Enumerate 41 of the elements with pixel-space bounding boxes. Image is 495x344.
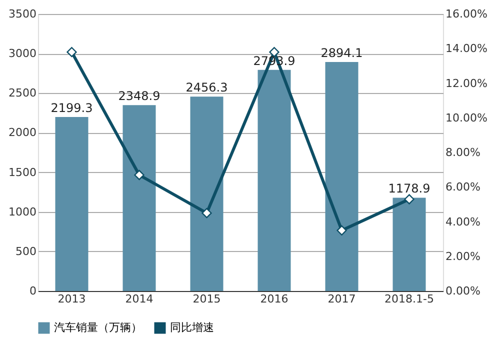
- data-label: 2456.3: [186, 80, 228, 95]
- x-tick-label: 2017: [328, 292, 356, 306]
- x-tick-label: 2016: [260, 292, 288, 306]
- x-tick-label: 2018.1-5: [384, 292, 434, 306]
- bar: [55, 116, 88, 291]
- point: [404, 194, 414, 204]
- y-tick-label: 3000: [8, 47, 36, 60]
- data-label: 1178.9: [388, 182, 430, 196]
- y-tick-label: 2000: [8, 126, 36, 140]
- point: [336, 225, 347, 236]
- x-tick-label: 2015: [192, 292, 221, 306]
- y2-tick-label: 16.00%: [446, 8, 488, 20]
- y-tick-label: 0: [30, 284, 36, 298]
- point: [202, 208, 212, 218]
- data-label: 2348.9: [118, 89, 160, 104]
- point: [66, 47, 77, 58]
- y-tick-label: 1000: [8, 205, 36, 218]
- y-tick-label: 2500: [8, 86, 36, 100]
- legend-label: 汽车销量（万辆）: [54, 321, 142, 334]
- y2-tick-label: 14.00%: [446, 42, 488, 56]
- y-tick-label: 500: [16, 244, 36, 258]
- bar: [122, 105, 156, 291]
- data-label: 2199.3: [50, 100, 93, 115]
- y2-tick-label: 2.00%: [446, 250, 480, 263]
- y-tick-label: 3500: [8, 8, 36, 20]
- y2-tick-label: 10.00%: [446, 111, 488, 124]
- y-tick-label: 1500: [8, 166, 36, 179]
- bar: [190, 96, 224, 291]
- legend-label: 同比增速: [170, 321, 214, 334]
- y2-tick-label: 6.00%: [446, 180, 480, 194]
- y2-tick-label: 12.00%: [446, 76, 488, 90]
- y2-tick-label: 8.00%: [446, 146, 480, 159]
- y2-tick-label: 4.00%: [446, 215, 480, 228]
- x-tick-label: 2014: [125, 292, 154, 306]
- bar: [325, 62, 358, 291]
- x-tick-label: 2013: [58, 292, 86, 306]
- data-label: 2894.1: [320, 46, 363, 60]
- bar: [392, 198, 426, 291]
- bar: [258, 70, 291, 291]
- point: [134, 170, 144, 180]
- y2-tick-label: 0.00%: [446, 284, 480, 298]
